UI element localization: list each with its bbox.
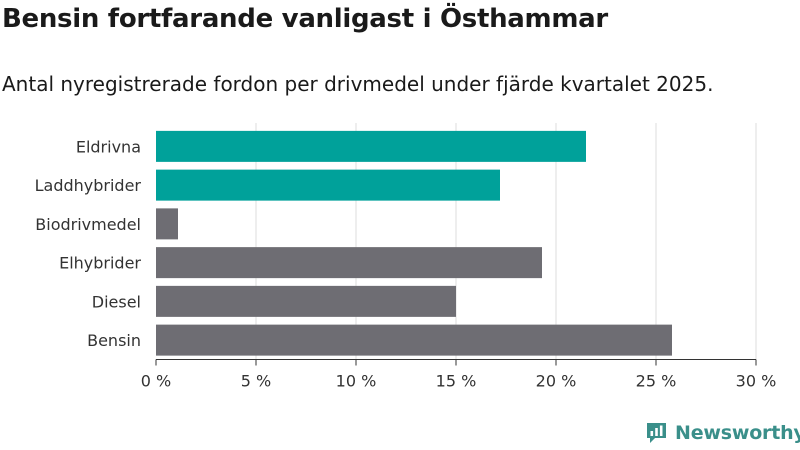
x-tick-label: 30 % (736, 372, 777, 391)
newsworthy-logo-icon (647, 423, 666, 443)
bar-diesel (156, 285, 456, 317)
x-tick-label: 20 % (536, 372, 577, 391)
x-tick-label: 25 % (636, 372, 677, 391)
category-label: Eldrivna (76, 137, 141, 156)
category-label: Laddhybrider (35, 176, 142, 195)
category-label: Biodrivmedel (35, 215, 141, 234)
bar-biodrivmedel (156, 208, 178, 240)
x-tick-label: 5 % (241, 372, 271, 391)
x-tick-label: 0 % (141, 372, 171, 391)
bar-eldrivna (156, 130, 586, 162)
x-tick-label: 15 % (436, 372, 477, 391)
category-label: Elhybrider (59, 254, 141, 273)
chart-title: Bensin fortfarande vanligast i Östhammar (2, 4, 608, 34)
chart-subtitle: Antal nyregistrerade fordon per drivmede… (2, 72, 714, 96)
brand-name: Newsworthy (675, 421, 800, 444)
brand-logo: Newsworthy (645, 421, 800, 444)
category-label: Diesel (92, 292, 141, 311)
bar-laddhybrider (156, 169, 500, 201)
bar-elhybrider (156, 247, 542, 279)
category-label: Bensin (87, 331, 141, 350)
bar-bensin (156, 324, 672, 356)
x-tick-label: 10 % (336, 372, 377, 391)
